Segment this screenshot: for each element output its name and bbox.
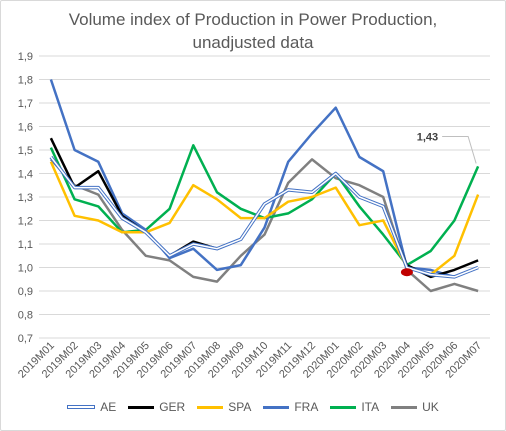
legend-item-ita: ITA (330, 400, 379, 414)
y-tick-label: 0,8 (18, 310, 33, 322)
series-fra-line (49, 79, 479, 279)
legend-label-uk: UK (422, 400, 439, 414)
legend-item-ger: GER (128, 400, 185, 414)
chart-legend: AE GER SPA FRA ITA UK (0, 400, 506, 414)
y-tick-label: 1,8 (18, 75, 33, 87)
annotation-label: 1,43 (417, 131, 438, 143)
legend-item-ae: AE (67, 400, 116, 414)
legend-label-fra: FRA (294, 400, 319, 414)
legend-label-ae: AE (100, 400, 117, 414)
legend-swatch-uk (391, 405, 418, 409)
legend-label-ger: GER (159, 400, 186, 414)
line-chart: 0,70,80,91,01,11,21,31,41,51,61,71,81,92… (16, 51, 490, 381)
y-tick-label: 0,7 (18, 333, 33, 345)
highlight-marker (400, 268, 413, 277)
y-tick-label: 1,0 (18, 263, 33, 275)
y-tick-label: 1,3 (18, 192, 33, 204)
legend-swatch-spa (197, 405, 224, 409)
legend-swatch-ita (330, 405, 357, 409)
y-tick-label: 1,4 (18, 169, 33, 181)
legend-label-ita: ITA (361, 400, 380, 414)
y-tick-label: 0,9 (18, 286, 33, 298)
legend-label-spa: SPA (228, 400, 252, 414)
y-tick-label: 1,5 (18, 145, 33, 157)
series-ae-line-inner (50, 156, 479, 278)
y-tick-label: 1,6 (18, 122, 33, 134)
y-tick-label: 1,7 (18, 98, 33, 110)
y-tick-label: 1,1 (18, 239, 33, 251)
chart-title: Volume index of Production in Power Prod… (0, 8, 506, 54)
annotation-leader-line (442, 135, 477, 164)
chart-title-line-2: unadjusted data (192, 33, 314, 52)
legend-swatch-ger (128, 405, 155, 409)
legend-item-fra: FRA (263, 400, 318, 414)
legend-item-spa: SPA (197, 400, 251, 414)
legend-swatch-ae (67, 405, 96, 409)
chart-title-line-1: Volume index of Production in Power Prod… (68, 10, 438, 29)
y-tick-label: 1,2 (18, 216, 33, 228)
legend-item-uk: UK (391, 400, 439, 414)
y-tick-label: 1,9 (18, 51, 33, 63)
legend-swatch-fra (263, 405, 290, 409)
